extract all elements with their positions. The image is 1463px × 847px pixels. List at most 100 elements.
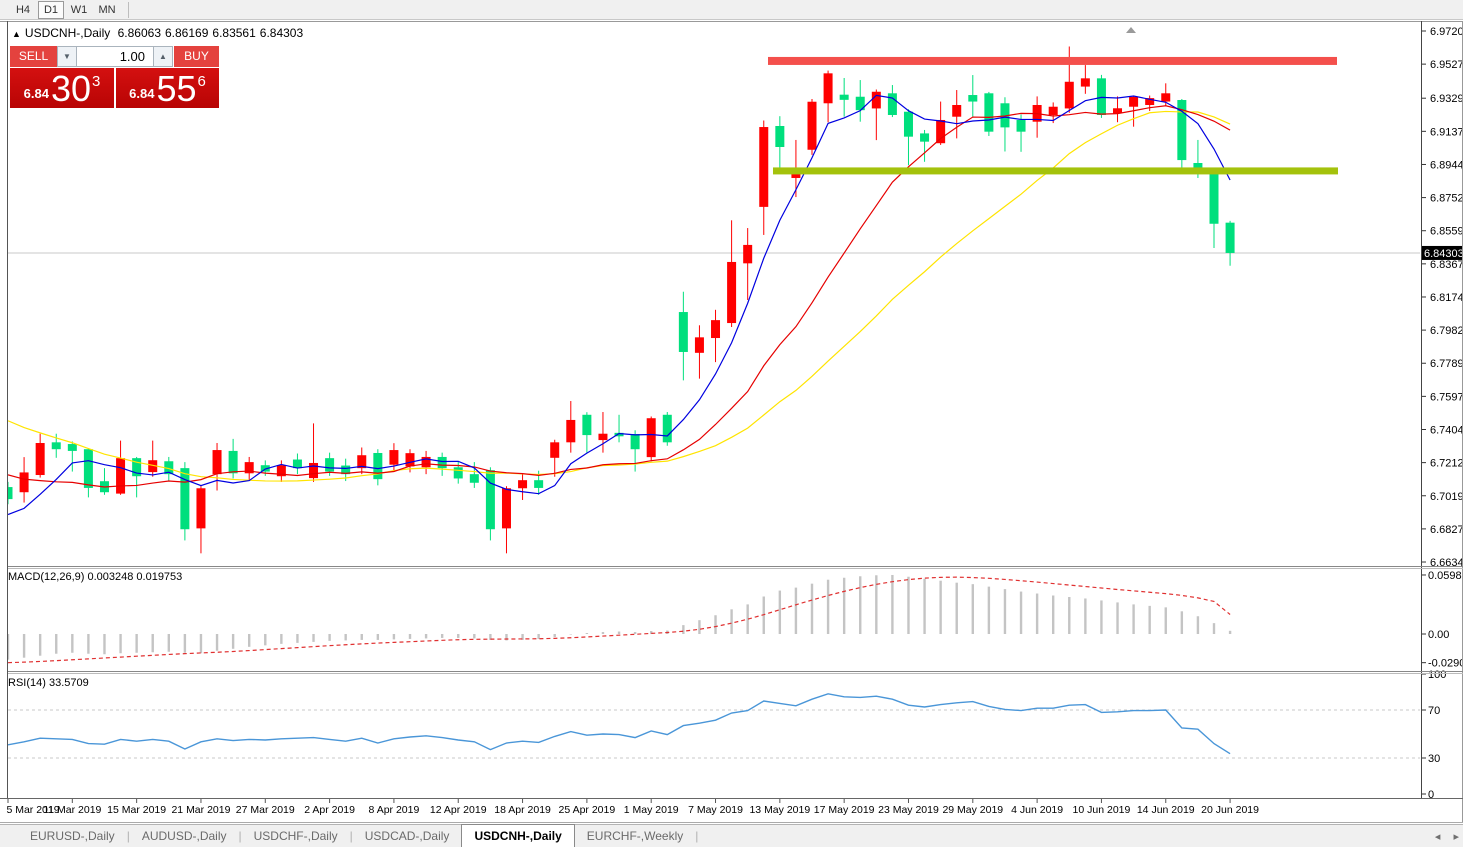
candle-body (389, 450, 399, 465)
candle-body (952, 105, 962, 117)
candle-body (132, 458, 142, 477)
tab-audusd-daily[interactable]: AUDUSD-,Daily (141, 829, 227, 843)
candle-body (196, 488, 206, 529)
buy-price-sup: 6 (197, 73, 206, 90)
candle-body (469, 474, 479, 483)
timeframe-mn-button[interactable]: MN (98, 3, 116, 16)
candle-body (903, 111, 913, 137)
candle-body (678, 312, 688, 352)
candle-body (534, 480, 544, 488)
svg-text:6.93295: 6.93295 (1430, 93, 1463, 105)
symbol-tabbar: EURUSD-,Daily | AUDUSD-,Daily | USDCHF-,Dail… (0, 824, 1463, 847)
candle-body (292, 459, 302, 469)
sell-price-sup: 3 (92, 73, 101, 90)
timeframe-d1-button[interactable]: D1 (38, 0, 64, 19)
macd-signal-line (8, 576, 1231, 664)
ohlc-close: 6.84303 (259, 26, 304, 40)
candle-body (887, 93, 897, 115)
candle-body (83, 449, 93, 488)
chart-canvas[interactable]: 6.97200 6.95275 6.93295 6.91370 6.89445 6.875… (0, 0, 1463, 824)
candle-body (421, 456, 431, 468)
resistance-band[interactable] (768, 56, 1337, 65)
candle-body (855, 96, 865, 111)
svg-text:12 Apr 2019: 12 Apr 2019 (430, 804, 487, 816)
timeframe-h4-button[interactable]: H4 (15, 3, 31, 16)
tab-scroll-left-icon[interactable]: ◂ (1434, 831, 1441, 843)
tab-usdcad-daily[interactable]: USDCAD-,Daily (364, 829, 450, 843)
svg-text:21 Mar 2019: 21 Mar 2019 (171, 804, 230, 816)
candle-body (35, 443, 45, 476)
candle-body (212, 450, 222, 475)
svg-text:6.74045: 6.74045 (1430, 424, 1463, 436)
svg-text:6.83670: 6.83670 (1430, 259, 1463, 271)
svg-text:0: 0 (1428, 789, 1434, 801)
svg-text:6.79820: 6.79820 (1430, 325, 1463, 337)
ma-fast-line (8, 94, 1231, 516)
svg-text:27 Mar 2019: 27 Mar 2019 (236, 804, 295, 816)
candle-body (116, 458, 126, 494)
svg-text:1 May 2019: 1 May 2019 (624, 804, 679, 816)
sell-price-box[interactable]: 6.84 30 3 (10, 68, 114, 108)
chart-title: ▲ USDCNH-,Daily 6.86063 6.86169 6.83561 6.84… (12, 26, 307, 40)
toolbar-separator (128, 1, 129, 18)
candle-body (920, 133, 930, 142)
svg-text:6.70195: 6.70195 (1430, 491, 1463, 503)
tab-separator: | (349, 829, 353, 843)
svg-text:6.95275: 6.95275 (1430, 59, 1463, 71)
candle-body (759, 127, 769, 207)
buy-price-small: 6.84 (129, 86, 155, 101)
macd-panel (8, 574, 1232, 664)
candle-body (1177, 100, 1187, 161)
candle-body (405, 453, 415, 467)
svg-text:8 Apr 2019: 8 Apr 2019 (369, 804, 420, 816)
svg-text:25 Apr 2019: 25 Apr 2019 (559, 804, 616, 816)
svg-text:23 May 2019: 23 May 2019 (878, 804, 939, 816)
candle-body (582, 414, 592, 436)
sell-button[interactable]: SELL (10, 46, 57, 67)
volume-increase-button[interactable]: ▲ (153, 46, 173, 67)
candle-body (325, 458, 335, 472)
candle-body (614, 432, 624, 437)
macd-label: MACD(12,26,9) 0.003248 0.019753 (8, 571, 182, 583)
candle-body (1064, 81, 1074, 109)
candle-body (518, 480, 528, 489)
candle-body (984, 93, 994, 132)
collapse-triangle-icon[interactable]: ▲ (12, 29, 21, 39)
volume-decrease-button[interactable]: ▼ (57, 46, 77, 67)
buy-price-box[interactable]: 6.84 55 6 (116, 68, 219, 108)
buy-button[interactable]: BUY (174, 46, 219, 67)
tab-usdcnh-daily[interactable]: USDCNH-,Daily (461, 824, 575, 847)
svg-text:11 Mar 2019: 11 Mar 2019 (43, 804, 101, 816)
tab-usdchf-daily[interactable]: USDCHF-,Daily (253, 829, 338, 843)
svg-text:15 Mar 2019: 15 Mar 2019 (107, 804, 166, 816)
svg-text:0.0598: 0.0598 (1428, 570, 1462, 582)
timeframe-toolbar: H4 D1 W1 MN (0, 0, 1463, 20)
ma-slow-line (8, 110, 1231, 482)
candle-body (228, 450, 238, 474)
support-band[interactable] (773, 167, 1338, 175)
tab-scroll-right-icon[interactable]: ▸ (1453, 831, 1459, 843)
svg-text:6.81745: 6.81745 (1430, 292, 1463, 304)
candle-body (1193, 163, 1203, 170)
candle-body (566, 419, 576, 443)
candle-body (662, 414, 672, 443)
candle-body (8, 487, 13, 500)
tab-eurchf-weekly[interactable]: EURCHF-,Weekly (586, 829, 684, 843)
candle-body (839, 94, 849, 100)
candle-body (1048, 106, 1058, 115)
tab-eurusd-daily[interactable]: EURUSD-,Daily (30, 829, 115, 843)
buy-price-big: 55 (156, 68, 197, 109)
timeframe-w1-button[interactable]: W1 (70, 3, 88, 16)
candle-body (775, 125, 785, 147)
candle-body (550, 442, 560, 458)
svg-text:10 Jun 2019: 10 Jun 2019 (1073, 804, 1131, 816)
sell-price-small: 6.84 (23, 86, 49, 101)
svg-text:4 Jun 2019: 4 Jun 2019 (1011, 804, 1063, 816)
tab-separator: | (695, 829, 699, 843)
svg-text:6.97200: 6.97200 (1430, 26, 1463, 38)
candle-body (244, 462, 254, 474)
svg-text:13 May 2019: 13 May 2019 (749, 804, 810, 816)
svg-text:7 May 2019: 7 May 2019 (688, 804, 743, 816)
volume-input[interactable] (77, 46, 153, 67)
candle-body (936, 119, 946, 144)
